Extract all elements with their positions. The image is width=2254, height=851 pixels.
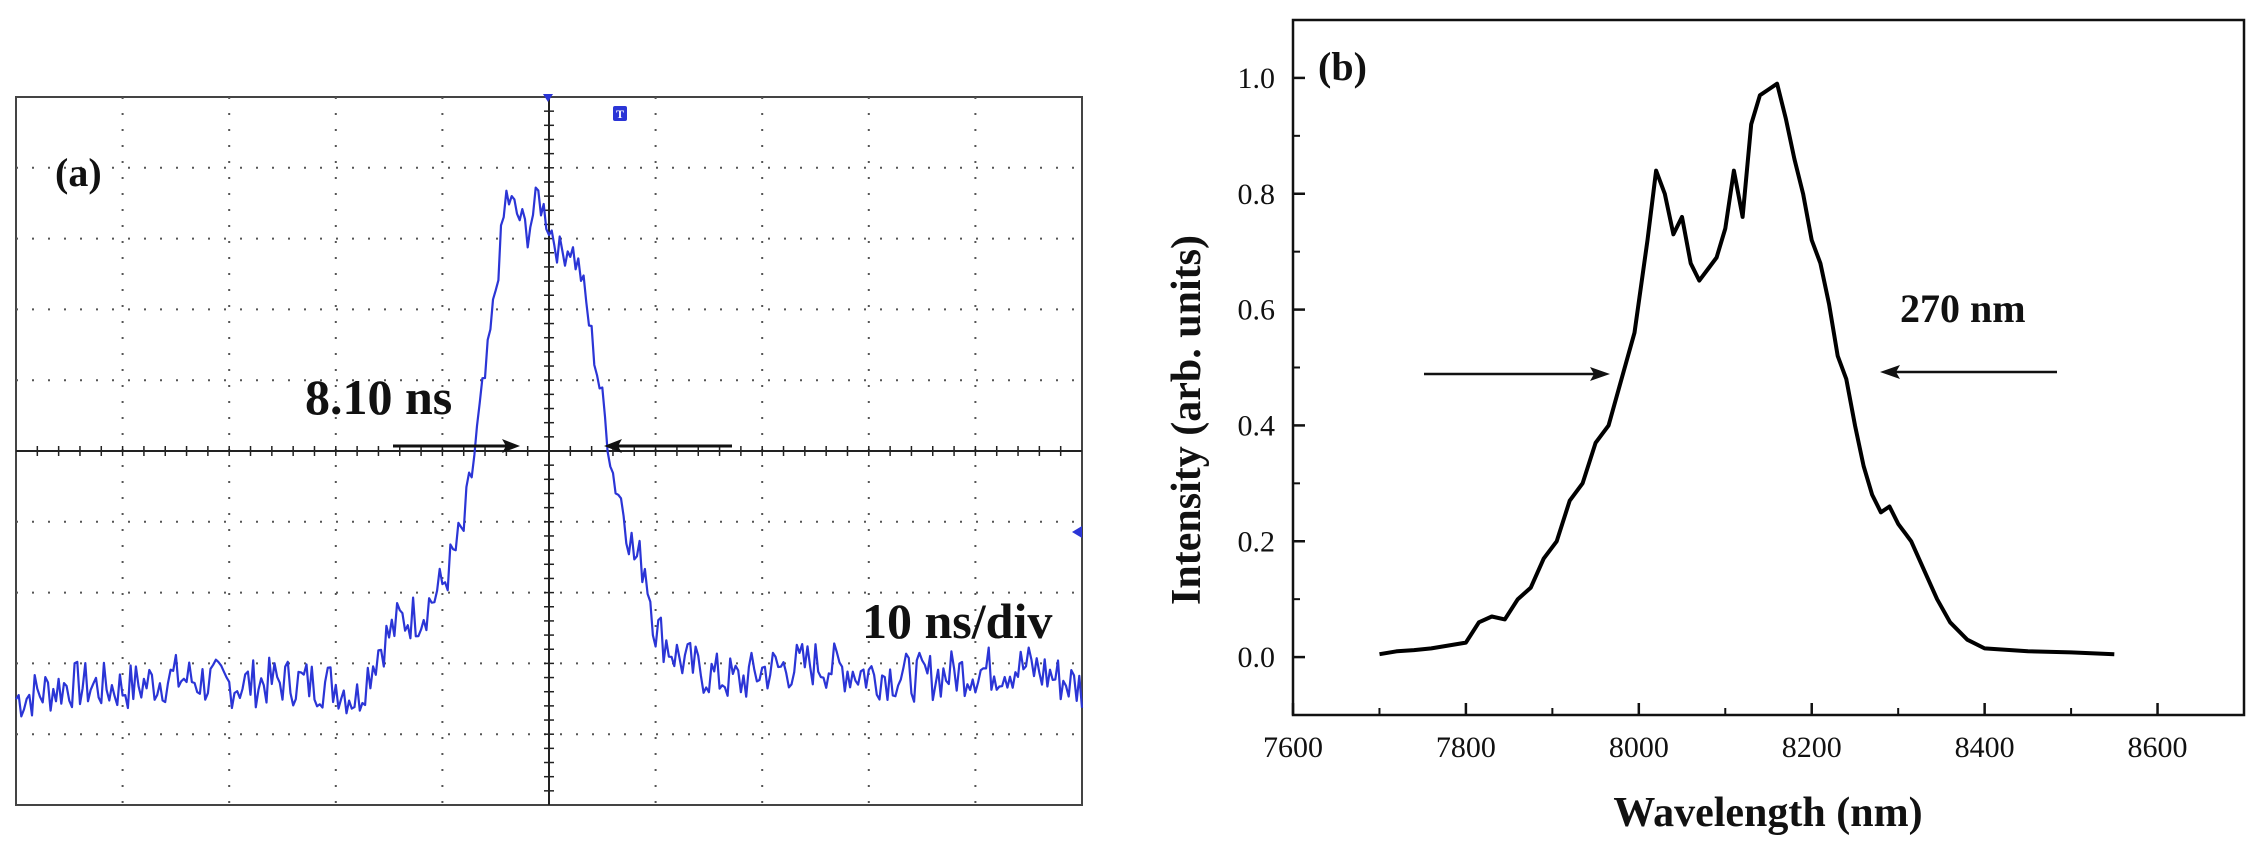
x-tick-label: 8400 (1955, 731, 2015, 764)
spectrum-panel: 7600 7800 8000 8200 8400 8600 0.0 0.2 0.4 0.6 0.8… (1164, 18, 2246, 836)
x-tick-label: 8600 (2128, 731, 2188, 764)
scope-grid (16, 97, 1082, 805)
fwhm-arrow-right (1880, 365, 2057, 379)
panel-a-tag: (a) (55, 150, 102, 195)
x-tick-label: 8000 (1609, 731, 1669, 764)
x-tick-label: 8200 (1782, 731, 1842, 764)
y-tick-label: 0.6 (1238, 294, 1276, 327)
spectrum-series-line (1379, 81, 2115, 657)
trigger-t-marker-icon (613, 106, 627, 121)
fwhm-label: 270 nm (1900, 286, 2026, 331)
spectrum-frame (1291, 18, 2246, 717)
y-tick-label: 0.2 (1238, 525, 1276, 558)
y-tick-label: 1.0 (1238, 62, 1276, 95)
pulse-width-label: 8.10 ns (305, 369, 452, 425)
width-arrow-left (393, 439, 520, 453)
y-axis-ticks: 0.0 0.2 0.4 0.6 0.8 1.0 (1238, 19, 1305, 716)
y-tick-label: 0.0 (1238, 641, 1276, 674)
trigger-t-marker-label: T (616, 107, 624, 121)
trigger-top-marker-icon (543, 94, 553, 102)
x-axis-title: Wavelength (nm) (1613, 790, 1922, 836)
fwhm-arrow-left (1424, 367, 1610, 381)
timebase-label: 10 ns/div (862, 593, 1052, 649)
width-arrow-right (604, 439, 732, 453)
panel-b-tag: (b) (1318, 44, 1367, 89)
x-tick-label: 7800 (1436, 731, 1496, 764)
y-tick-label: 0.4 (1238, 409, 1276, 442)
y-axis-title: Intensity (arb. units) (1164, 235, 1210, 605)
x-axis-ticks: 7600 7800 8000 8200 8400 8600 (1263, 703, 2188, 764)
pulse-trace (15, 186, 1084, 718)
x-tick-label: 7600 (1263, 731, 1323, 764)
level-marker-icon (1072, 526, 1082, 538)
y-tick-label: 0.8 (1238, 178, 1276, 211)
oscilloscope-panel: T (a) 8.10 ns 10 ns/div (15, 94, 1084, 806)
